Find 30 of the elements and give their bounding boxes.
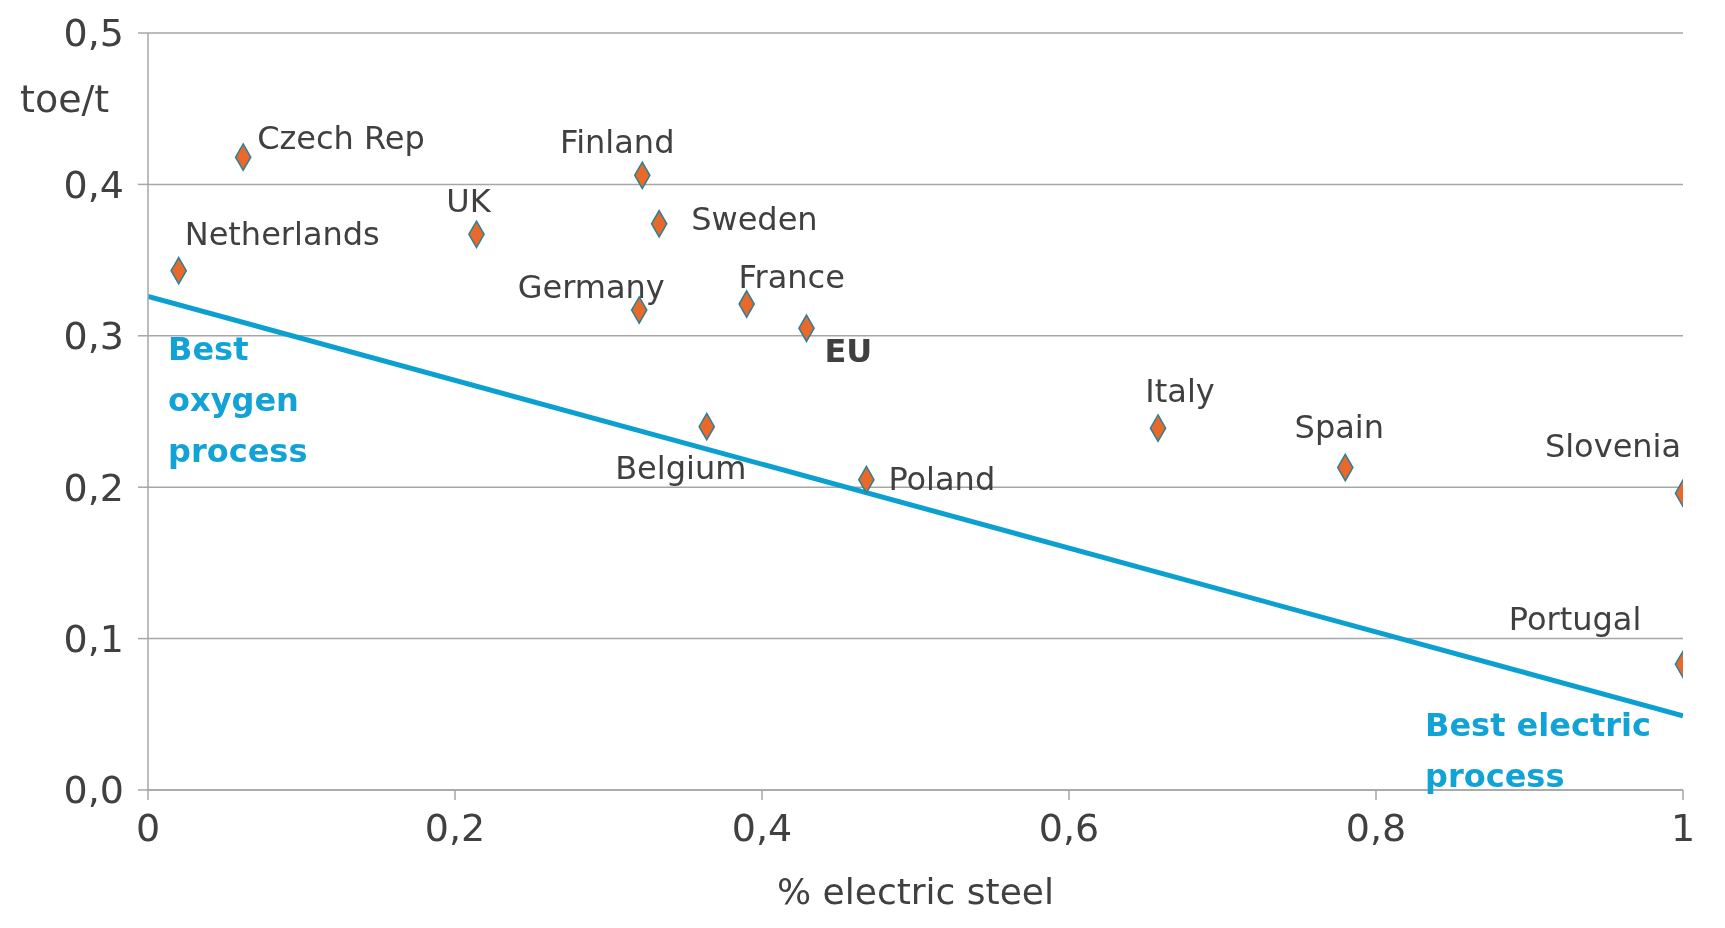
x-tick-label: 0,4 — [731, 805, 793, 850]
y-tick-label: 0,5 — [63, 11, 124, 56]
annotation: Czech Rep — [257, 119, 425, 158]
annotation: Belgium — [615, 448, 747, 487]
annotation: Poland — [888, 459, 996, 498]
annotation: Portugal — [1508, 600, 1642, 639]
annotation: Best oxygen process — [168, 330, 308, 471]
annotation: Finland — [560, 123, 675, 162]
annotation: Italy — [1145, 372, 1215, 411]
annotation: Best electric process — [1425, 705, 1651, 795]
annotation: Netherlands — [184, 214, 380, 253]
x-axis-title: % electric steel — [776, 871, 1055, 912]
y-axis-title: toe/t — [20, 76, 110, 121]
annotation: Sweden — [691, 199, 818, 238]
annotation: UK — [446, 182, 492, 221]
x-tick-label: 0 — [135, 805, 161, 850]
annotation: France — [738, 258, 845, 297]
annotation: Slovenia — [1544, 427, 1682, 466]
y-tick-label: 0,3 — [63, 314, 124, 359]
x-tick-label: 1 — [1670, 805, 1696, 850]
x-tick-label: 0,6 — [1038, 805, 1100, 850]
y-tick-label: 0,2 — [63, 465, 124, 510]
y-tick-label: 0,4 — [63, 162, 124, 207]
annotation: Germany — [517, 268, 665, 307]
x-tick-label: 0,2 — [424, 805, 486, 850]
x-tick-label: 0,8 — [1345, 805, 1407, 850]
annotation: EU — [824, 332, 873, 371]
y-tick-label: 0,0 — [63, 768, 124, 813]
y-tick-label: 0,1 — [63, 617, 124, 662]
annotation: Spain — [1294, 407, 1384, 446]
